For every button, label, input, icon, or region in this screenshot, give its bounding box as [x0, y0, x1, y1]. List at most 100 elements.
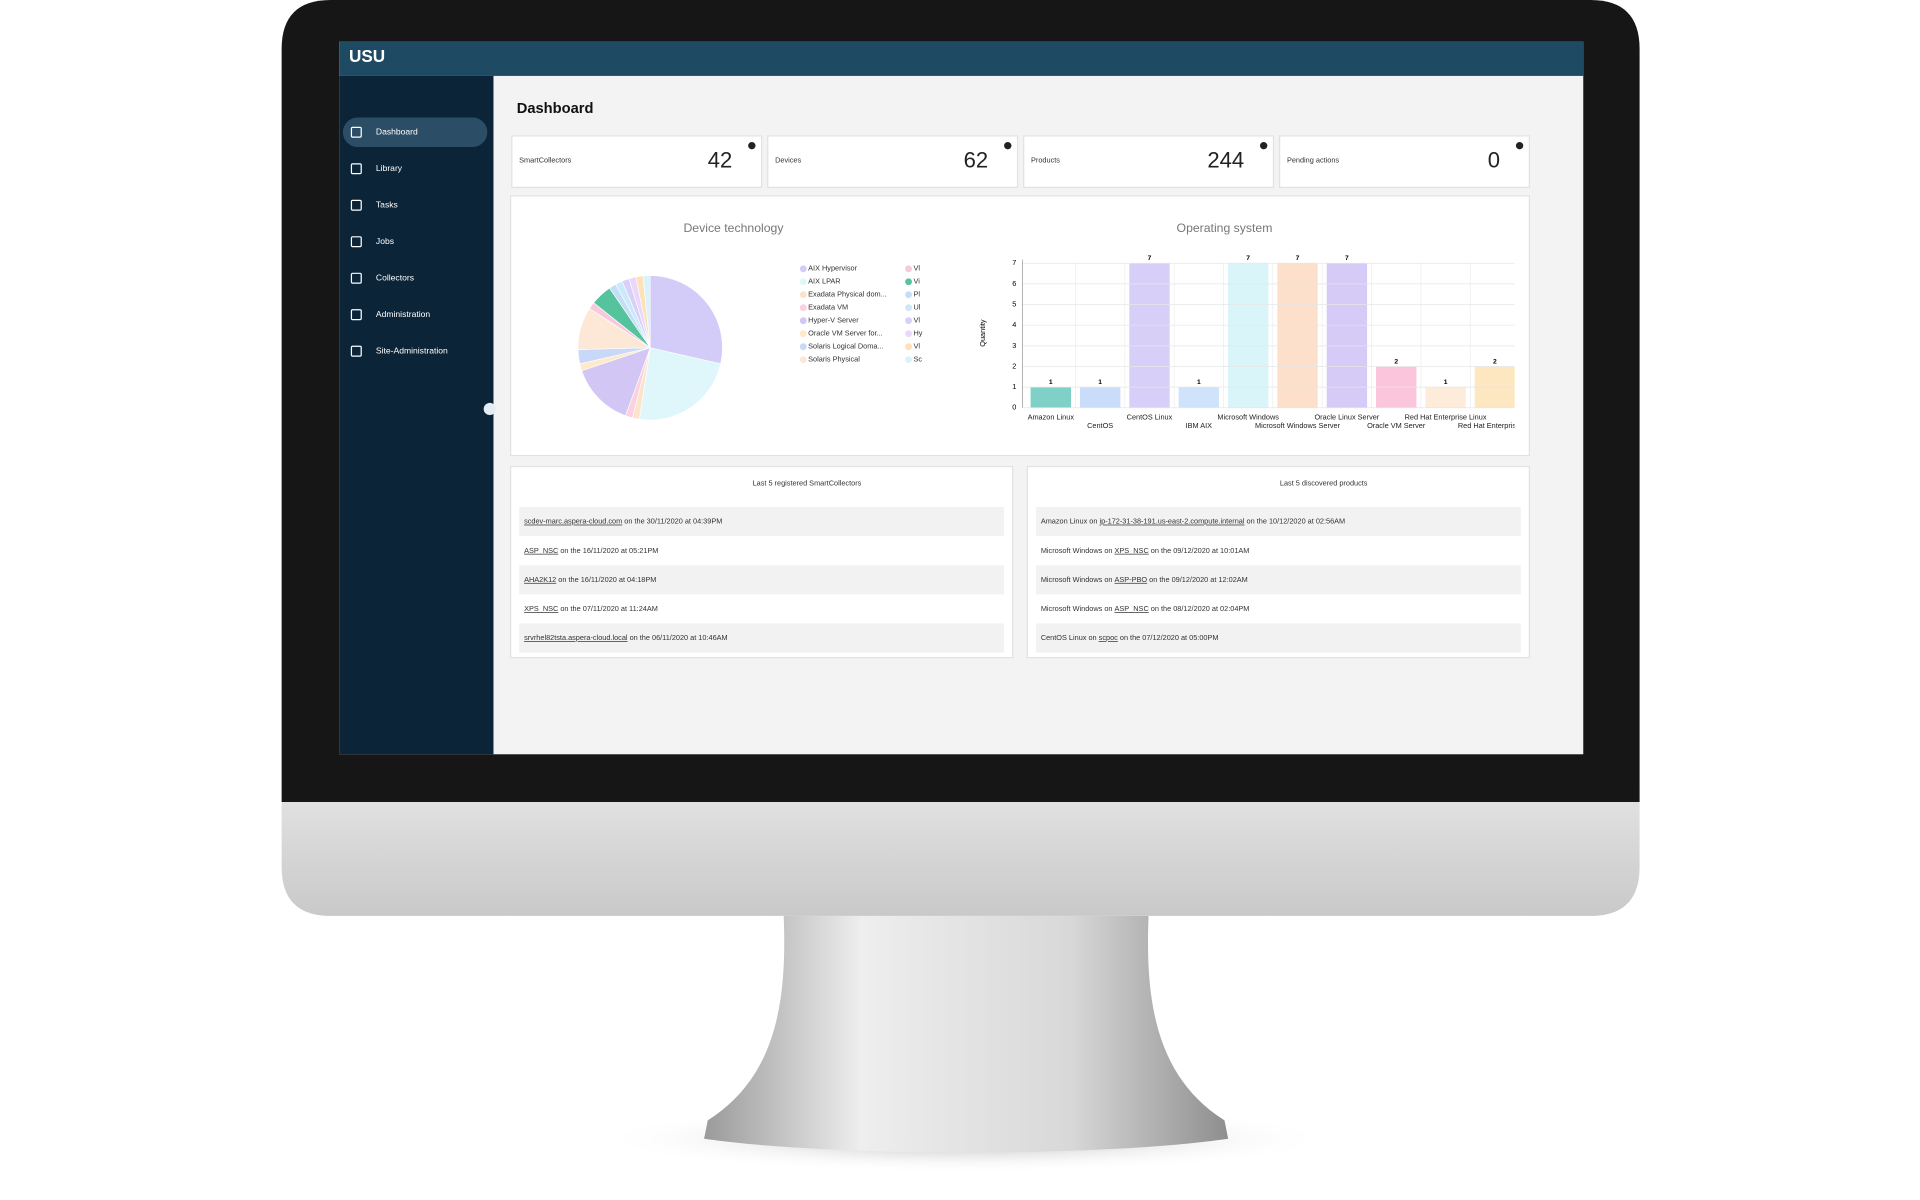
y-tick-label: 0: [1012, 403, 1016, 412]
bar: [1030, 387, 1071, 408]
row-link[interactable]: scdev-marc.aspera-cloud.com: [524, 517, 622, 526]
legend-label[interactable]: Vl: [913, 342, 920, 351]
nav-item[interactable]: Jobs: [376, 236, 394, 246]
x-tick-label: Red Hat Enterprise Lin: [1458, 421, 1532, 430]
info-icon[interactable]: [1260, 142, 1268, 150]
stat-card: [511, 135, 763, 188]
stat-label: Products: [1031, 155, 1060, 164]
page-title: Dashboard: [517, 101, 594, 117]
list-row: srvrhel82tsta.aspera-cloud.local on the …: [524, 633, 728, 642]
legend-swatch[interactable]: [799, 265, 807, 273]
value-label: 7: [1148, 255, 1152, 262]
nav-icon: [350, 345, 362, 357]
info-icon[interactable]: [1515, 142, 1524, 150]
info-icon[interactable]: [748, 142, 756, 150]
bar: [1425, 387, 1466, 408]
legend-label[interactable]: Vl: [913, 316, 920, 325]
value-label: 7: [1246, 255, 1250, 262]
value-label: 1: [1098, 379, 1102, 386]
nav-icon: [350, 309, 362, 321]
legend-label[interactable]: Ul: [913, 303, 920, 312]
list-row-bg: [519, 565, 1005, 595]
legend-label[interactable]: Sc: [913, 355, 922, 364]
row-link[interactable]: ASP-PBO: [1115, 575, 1148, 584]
row-text: on the 06/11/2020 at 10:46AM: [628, 633, 728, 642]
row-text: on the 09/12/2020 at 12:02AM: [1147, 575, 1248, 584]
nav-item[interactable]: Tasks: [376, 199, 398, 209]
x-tick-label: Microsoft Windows Server: [1255, 421, 1341, 430]
legend-swatch[interactable]: [905, 356, 912, 364]
bar: [1326, 263, 1368, 408]
stat-label: Pending actions: [1287, 155, 1339, 164]
row-link[interactable]: AHA2K12: [524, 575, 556, 584]
stat-label: SmartCollectors: [519, 155, 571, 164]
legend-label[interactable]: Pl: [913, 290, 920, 299]
info-icon[interactable]: [1004, 142, 1012, 150]
legend-swatch[interactable]: [905, 291, 912, 299]
row-link[interactable]: XPS_NSC: [524, 604, 559, 613]
legend-label[interactable]: Oracle VM Server for...: [808, 329, 883, 338]
legend-swatch[interactable]: [905, 304, 912, 312]
legend-label[interactable]: Hyper-V Server: [808, 316, 859, 325]
list-row: scdev-marc.aspera-cloud.com on the 30/11…: [524, 517, 722, 526]
legend-label[interactable]: Vl: [913, 264, 920, 273]
row-link[interactable]: XPS_NSC: [1115, 546, 1150, 555]
bar: [1129, 263, 1170, 408]
row-link[interactable]: ASP_NSC: [524, 546, 559, 555]
row-link[interactable]: srvrhel82tsta.aspera-cloud.local: [524, 633, 628, 642]
top-bar: [339, 41, 1584, 76]
value-label: 2: [1394, 358, 1398, 365]
legend-swatch[interactable]: [799, 291, 807, 299]
row-link[interactable]: scpoc: [1099, 633, 1118, 642]
legend-label[interactable]: Hy: [913, 329, 922, 338]
legend-swatch[interactable]: [905, 330, 912, 338]
nav-item[interactable]: Site-Administration: [376, 345, 448, 355]
legend-label[interactable]: Exadata VM: [808, 303, 848, 312]
list-row: ASP_NSC on the 16/11/2020 at 05:21PM: [524, 546, 658, 555]
stat-card: [767, 135, 1019, 188]
legend-swatch[interactable]: [905, 317, 912, 325]
y-tick-label: 1: [1012, 382, 1016, 391]
row-text: on the 30/11/2020 at 04:39PM: [622, 517, 722, 526]
row-link[interactable]: ip-172-31-38-191.us-east-2.compute.inter…: [1099, 517, 1244, 526]
legend-swatch[interactable]: [905, 278, 912, 286]
nav-item[interactable]: Dashboard: [376, 127, 418, 137]
legend-swatch[interactable]: [799, 356, 807, 364]
legend-label[interactable]: Solaris Physical: [808, 355, 860, 364]
legend-label[interactable]: Exadata Physical dom...: [808, 290, 887, 299]
pie-slice: [642, 275, 651, 348]
list-row-bg: [1035, 565, 1521, 595]
y-tick-label: 2: [1012, 361, 1016, 370]
collapse-toggle[interactable]: [483, 402, 496, 416]
legend-swatch[interactable]: [905, 265, 912, 273]
legend-swatch[interactable]: [799, 317, 807, 325]
list-row: Microsoft Windows on ASP_NSC on the 08/1…: [1041, 604, 1250, 613]
stat-value: 0: [1488, 147, 1500, 172]
pie-slice: [649, 275, 723, 365]
nav-icon: [350, 236, 362, 248]
y-tick-label: 5: [1012, 299, 1016, 308]
legend-label[interactable]: Solaris Logical Doma...: [808, 342, 883, 351]
legend-swatch[interactable]: [799, 278, 807, 286]
legend-swatch[interactable]: [799, 343, 807, 351]
row-link[interactable]: ASP_NSC: [1115, 604, 1150, 613]
nav-item[interactable]: Administration: [376, 309, 430, 319]
nav-item[interactable]: Collectors: [376, 272, 414, 282]
row-text: Amazon Linux on: [1041, 517, 1100, 526]
legend-label[interactable]: AIX LPAR: [808, 277, 840, 286]
legend-swatch[interactable]: [799, 304, 807, 312]
x-tick-label: Oracle Linux Server: [1314, 412, 1379, 421]
legend-label[interactable]: AIX Hypervisor: [808, 264, 857, 273]
stat-label: Devices: [775, 155, 801, 164]
legend-label[interactable]: Vi: [913, 277, 920, 286]
x-tick-label: Oracle VM Server: [1367, 421, 1426, 430]
legend-swatch[interactable]: [799, 330, 807, 338]
list-row: Amazon Linux on ip-172-31-38-191.us-east…: [1041, 517, 1345, 526]
nav-item[interactable]: Library: [376, 163, 403, 173]
legend-swatch[interactable]: [905, 343, 912, 351]
row-text: Microsoft Windows on: [1041, 604, 1115, 613]
chart-title: Operating system: [1177, 221, 1273, 235]
x-tick-label: CentOS Linux: [1127, 412, 1173, 421]
